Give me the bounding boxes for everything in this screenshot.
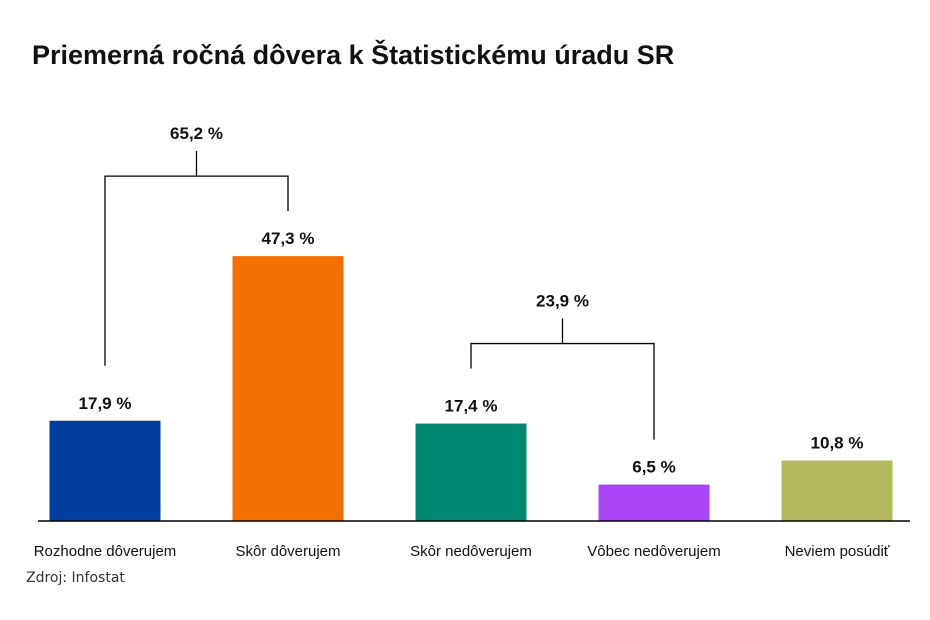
category-label-3: Skôr nedôverujem — [410, 543, 532, 560]
category-label-2: Skôr dôverujem — [235, 543, 340, 560]
group-bracket-1 — [104, 151, 289, 366]
group-label-2: 23,9 % — [536, 292, 589, 311]
source-note: Zdroj: Infostat — [26, 570, 125, 586]
value-label-4: 6,5 % — [632, 458, 675, 477]
chart-title: Priemerná ročná dôvera k Štatistickému ú… — [32, 40, 675, 70]
value-label-1: 17,9 % — [79, 394, 132, 413]
group-label-1: 65,2 % — [170, 124, 223, 143]
group-bracket-2 — [470, 318, 655, 440]
bar-2 — [232, 256, 344, 521]
bar-5 — [781, 460, 893, 521]
category-label-1: Rozhodne dôverujem — [34, 543, 177, 560]
value-label-2: 47,3 % — [262, 229, 315, 248]
bar-3 — [415, 423, 527, 521]
bar-4 — [598, 484, 710, 521]
value-label-3: 17,4 % — [445, 397, 498, 416]
bar-1 — [49, 420, 161, 521]
category-label-4: Vôbec nedôverujem — [587, 543, 720, 560]
category-label-5: Neviem posúdiť — [785, 543, 890, 560]
value-label-5: 10,8 % — [811, 434, 864, 453]
